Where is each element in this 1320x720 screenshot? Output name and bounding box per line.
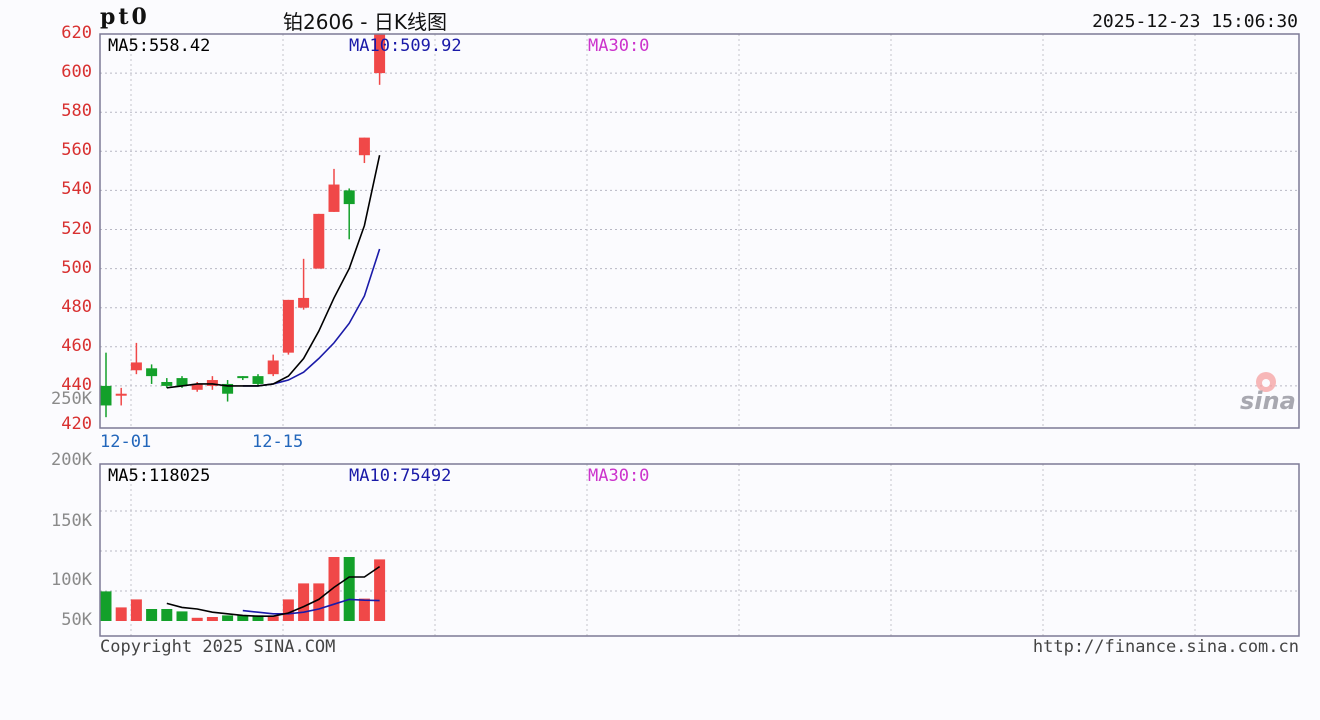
x-tick-12-15: 12-15	[252, 432, 304, 452]
price-tick-620: 620	[61, 23, 92, 43]
x-tick-12-01: 12-01	[100, 432, 152, 452]
price-tick-480: 480	[61, 296, 92, 317]
price-tick-580: 580	[61, 101, 92, 122]
price-tick-500: 500	[61, 257, 92, 278]
volume-panel-border	[99, 463, 1300, 637]
price-panel-border	[99, 33, 1300, 429]
price-tick-460: 460	[61, 335, 92, 356]
price-tick-540: 540	[61, 179, 92, 200]
chart-title: 铂2606 - 日K线图	[283, 10, 447, 34]
vol-tick-100k: 100K	[51, 570, 92, 590]
price-moving-averages	[166, 155, 381, 389]
price-overlay-volume-label: 250K	[51, 389, 92, 409]
vol-tick-50k: 50K	[61, 610, 92, 630]
price-tick-560: 560	[61, 140, 92, 161]
ticker-symbol: pt0	[100, 4, 150, 30]
svg-text:sina: sina	[1240, 387, 1296, 415]
vol-tick-200k: 200K	[51, 450, 92, 470]
price-tick-520: 520	[61, 218, 92, 239]
sina-watermark: sina	[1240, 372, 1296, 415]
volume-ma10-legend: MA10:75492	[349, 466, 452, 486]
volume-moving-averages	[166, 565, 381, 618]
timestamp: 2025-12-23 15:06:30	[1092, 11, 1298, 32]
price-tick-600: 600	[61, 62, 92, 83]
copyright-text: Copyright 2025 SINA.COM	[100, 637, 336, 657]
vol-tick-150k: 150K	[51, 511, 92, 531]
price-grid	[100, 34, 1299, 428]
price-tick-420: 420	[61, 414, 92, 434]
volume-bars	[100, 557, 386, 621]
price-ma10-legend: MA10:509.92	[349, 36, 462, 56]
volume-ma5-legend: MA5:118025	[108, 466, 211, 486]
price-tick-440: 440	[61, 374, 92, 395]
candlesticks	[100, 34, 386, 418]
price-ma5-legend: MA5:558.42	[108, 36, 211, 56]
source-url-link[interactable]: http://finance.sina.com.cn	[1032, 637, 1299, 657]
volume-grid	[100, 464, 1299, 636]
volume-ma30-legend: MA30:0	[588, 466, 650, 486]
price-ma30-legend: MA30:0	[588, 36, 650, 56]
